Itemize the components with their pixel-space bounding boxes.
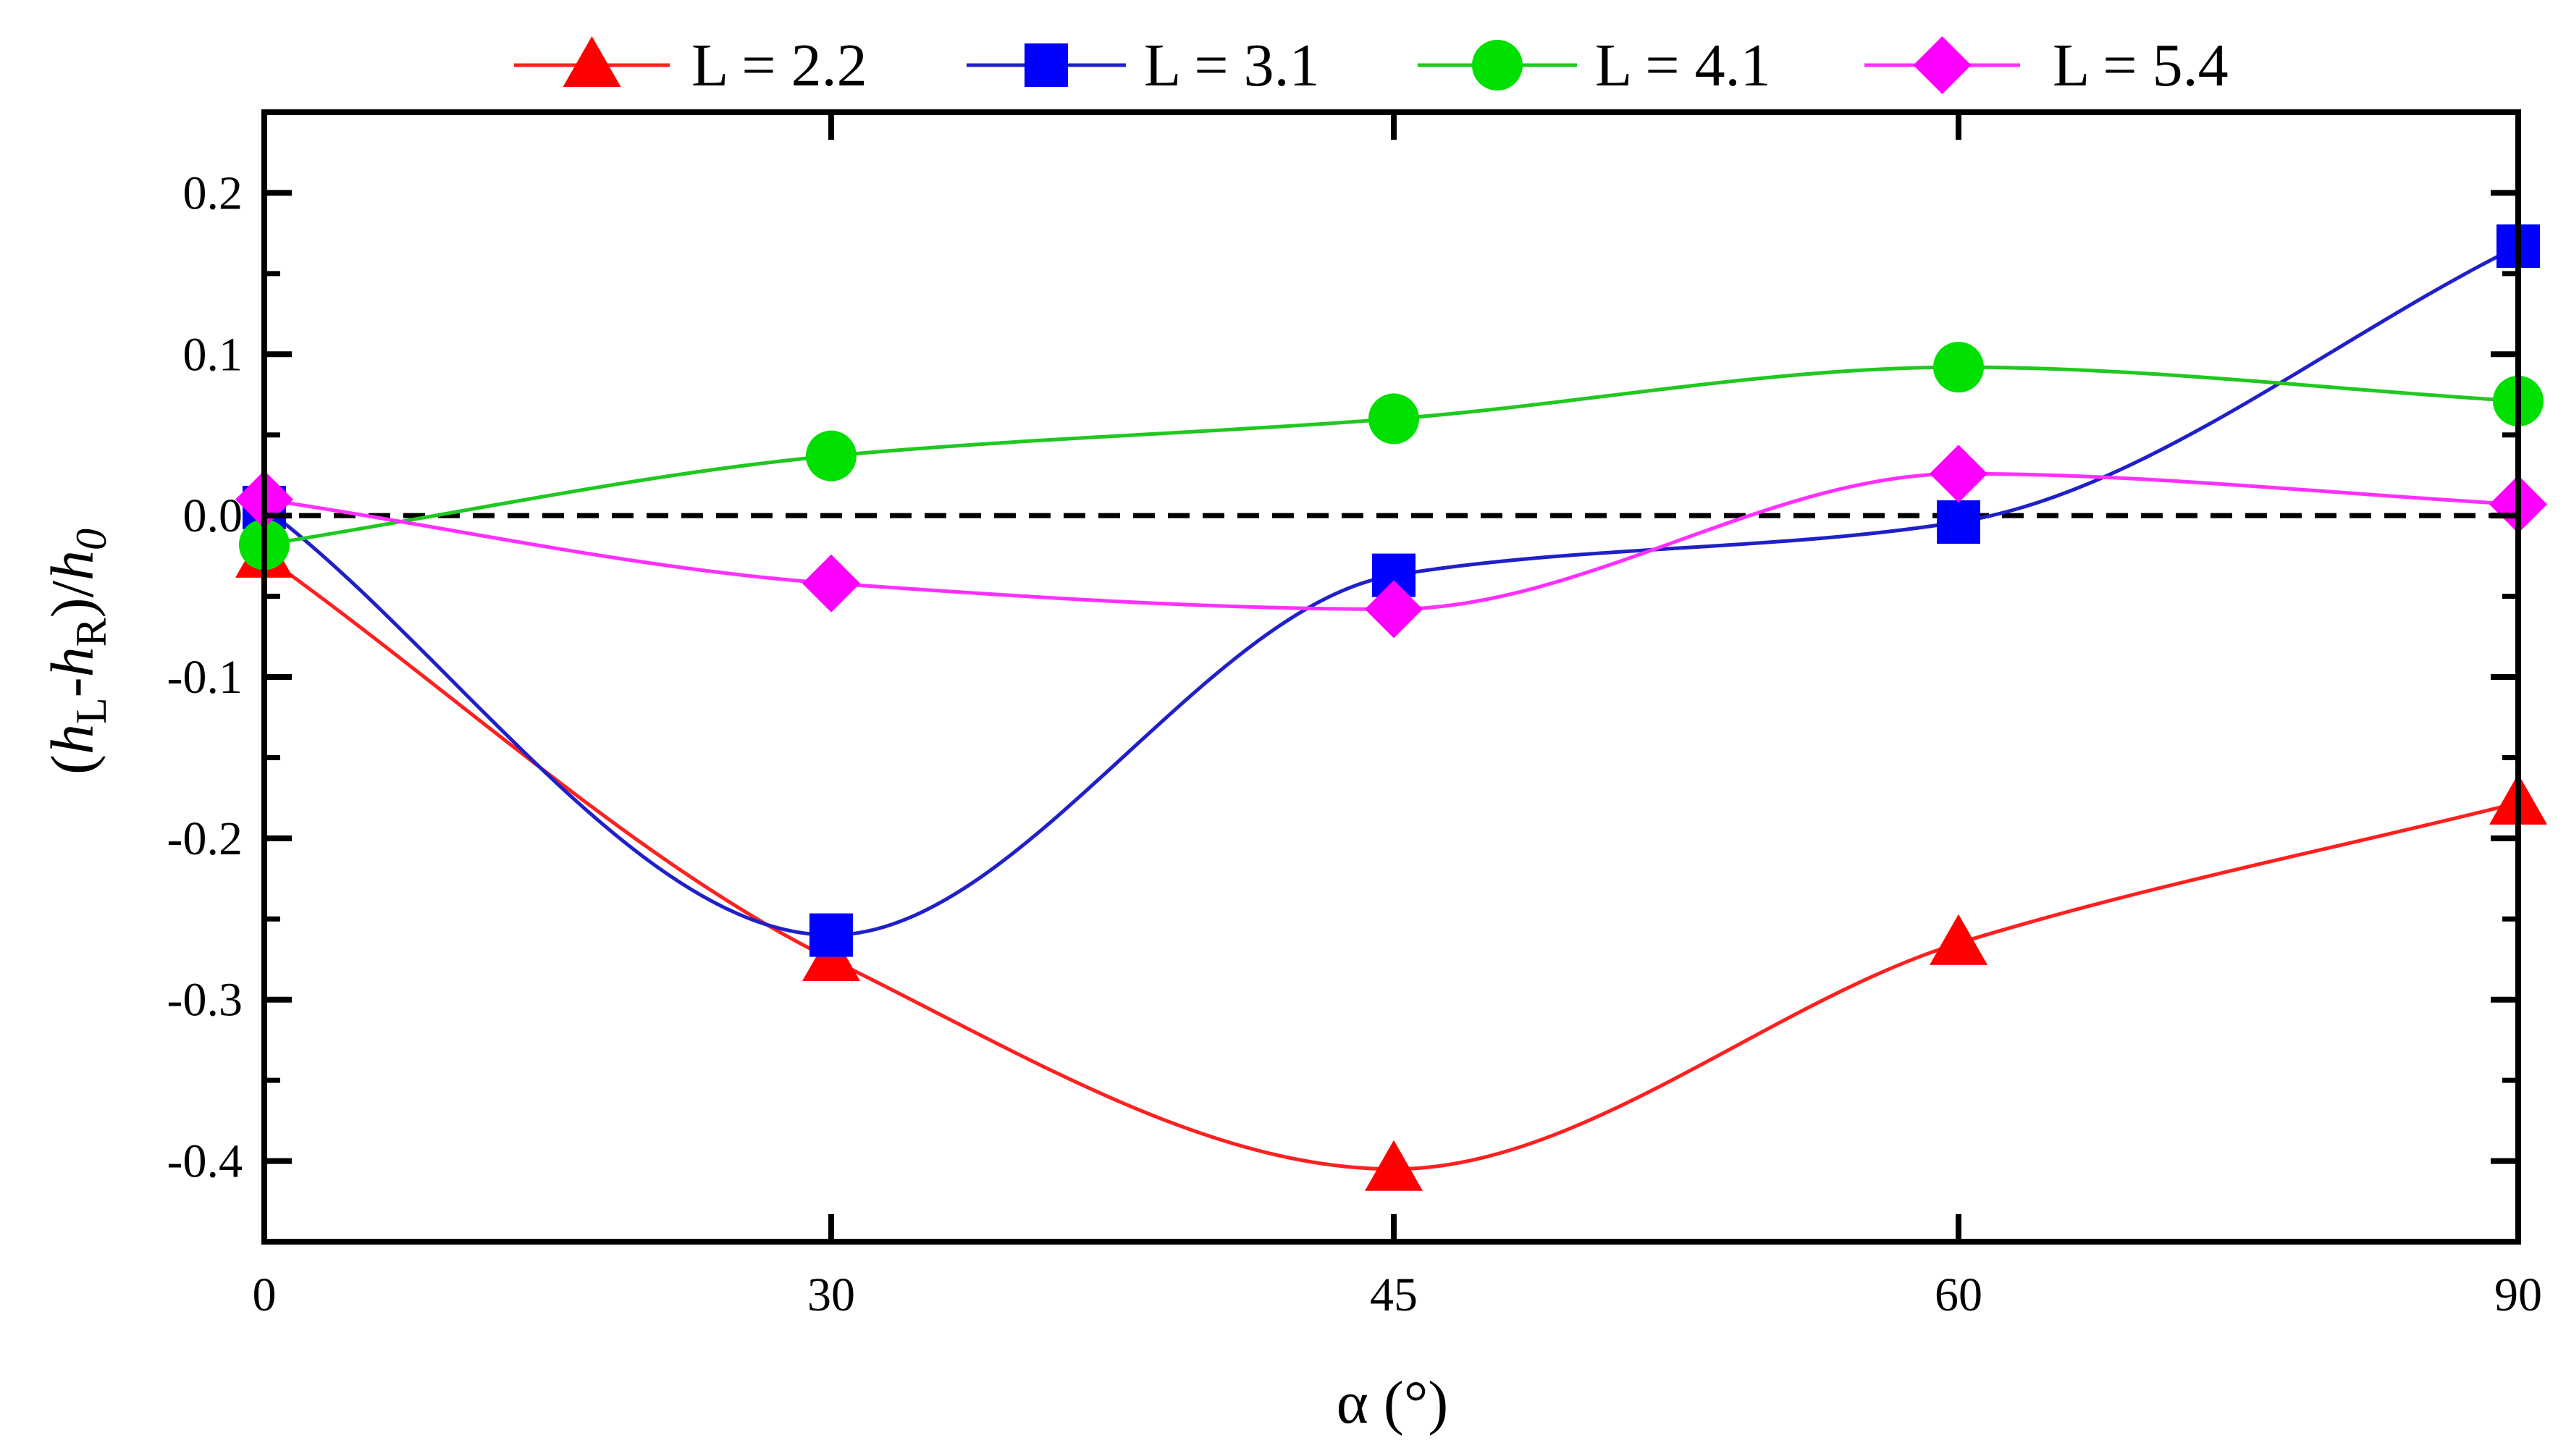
legend-item: L = 2.2 xyxy=(514,32,867,99)
legend-label: L = 2.2 xyxy=(691,32,867,99)
y-tick-label: -0.1 xyxy=(167,651,243,704)
legend-item: L = 4.1 xyxy=(1418,32,1771,99)
data-point-square xyxy=(809,913,853,957)
y-axis-title-part: - xyxy=(39,677,106,697)
data-point-triangle xyxy=(1930,914,1987,965)
x-tick-label: 0 xyxy=(253,1268,277,1321)
y-axis-title-part: h xyxy=(39,724,106,754)
x-tick-label: 60 xyxy=(1935,1268,1982,1321)
data-point-circle xyxy=(1933,342,1984,393)
x-tick-label: 45 xyxy=(1370,1268,1418,1321)
data-point-diamond xyxy=(1365,580,1423,639)
y-tick-label: -0.4 xyxy=(167,1135,243,1188)
y-axis-title-part: ( xyxy=(39,754,106,775)
series-line xyxy=(263,554,2519,1171)
data-point-circle xyxy=(1368,393,1419,445)
series-l-4-1 xyxy=(239,342,2544,571)
data-point-square xyxy=(1937,500,1980,544)
axes-layer: 0.2 0.1 0.0 -0.1 -0.2 -0.3 -0.4 0 30 45 60 90 xyxy=(167,109,2542,1321)
legend: L = 2.2 L = 3.1 L = 4.1 L = 5.4 xyxy=(514,32,2229,99)
y-tick-label: -0.2 xyxy=(167,812,243,865)
y-axis-title-part: R xyxy=(67,618,115,647)
y-axis-title-part: )/ xyxy=(39,580,106,618)
series-line xyxy=(263,244,2520,938)
y-axis-title: (hL-hR)/h0 xyxy=(39,529,115,775)
legend-item: L = 5.4 xyxy=(1864,32,2229,99)
legend-marker-square xyxy=(1025,43,1068,87)
legend-marker-circle xyxy=(1472,40,1523,91)
legend-label: L = 5.4 xyxy=(2053,32,2229,99)
legend-marker-triangle xyxy=(563,36,621,87)
x-tick-label: 90 xyxy=(2494,1268,2542,1321)
y-axis-title-part: 0 xyxy=(67,529,115,550)
series-layer xyxy=(235,224,2547,1191)
x-tick-label: 30 xyxy=(807,1268,855,1321)
y-tick-label: 0.0 xyxy=(183,489,243,542)
y-axis-title-part: L xyxy=(67,697,115,724)
legend-item: L = 3.1 xyxy=(967,32,1320,99)
plot-area: 0.2 0.1 0.0 -0.1 -0.2 -0.3 -0.4 0 30 45 60 90 xyxy=(167,109,2547,1321)
x-axis-title: α (°) xyxy=(1337,1369,1449,1436)
data-point-circle xyxy=(806,430,857,481)
data-point-triangle xyxy=(1365,1140,1423,1191)
series-l-5-4 xyxy=(235,445,2547,639)
plot-frame xyxy=(261,109,2521,1245)
legend-label: L = 3.1 xyxy=(1144,32,1320,99)
data-point-diamond xyxy=(802,554,860,613)
legend-label: L = 4.1 xyxy=(1595,32,1771,99)
y-tick-label: 0.2 xyxy=(183,167,243,219)
y-tick-label: 0.1 xyxy=(183,328,243,381)
y-axis-title-part: h xyxy=(39,647,106,677)
y-tick-label: -0.3 xyxy=(167,974,243,1027)
legend-marker-diamond xyxy=(1913,36,1972,94)
y-axis-title-part: h xyxy=(39,550,106,581)
data-point-diamond xyxy=(1930,445,1987,503)
